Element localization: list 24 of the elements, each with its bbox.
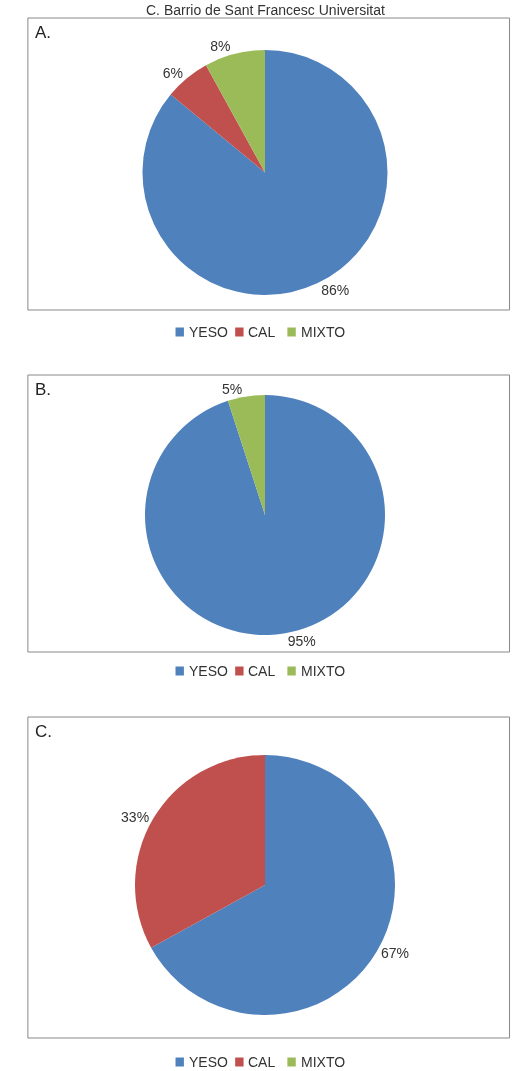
legend-label: MIXTO: [301, 324, 346, 340]
data-label: 8%: [210, 38, 231, 55]
text: C. Barrio de Sant Francesc Universitat: [146, 2, 385, 18]
pie-slice: [145, 395, 385, 635]
data-label: 33%: [121, 808, 150, 825]
chart-title: B.: [35, 380, 52, 399]
legend-label: MIXTO: [301, 1054, 346, 1070]
legend-label: CAL: [248, 663, 276, 679]
data-label: 95%: [287, 633, 316, 650]
legend-label: YESO: [189, 324, 229, 340]
legend-label: CAL: [248, 1054, 276, 1070]
chart-title: A.: [35, 23, 52, 42]
legend-label: MIXTO: [301, 663, 346, 679]
data-label: 67%: [380, 945, 409, 962]
pie-slice: [142, 50, 388, 295]
chart-title: C.: [35, 722, 52, 741]
data-label: 6%: [162, 65, 183, 82]
pie-slice: [205, 50, 265, 173]
data-label: 5%: [221, 380, 243, 397]
data-label: 86%: [321, 281, 350, 298]
legend-label: CAL: [248, 324, 276, 340]
legend-label: YESO: [189, 663, 229, 679]
legend-label: YESO: [189, 1054, 229, 1070]
pie-slice: [227, 395, 265, 515]
